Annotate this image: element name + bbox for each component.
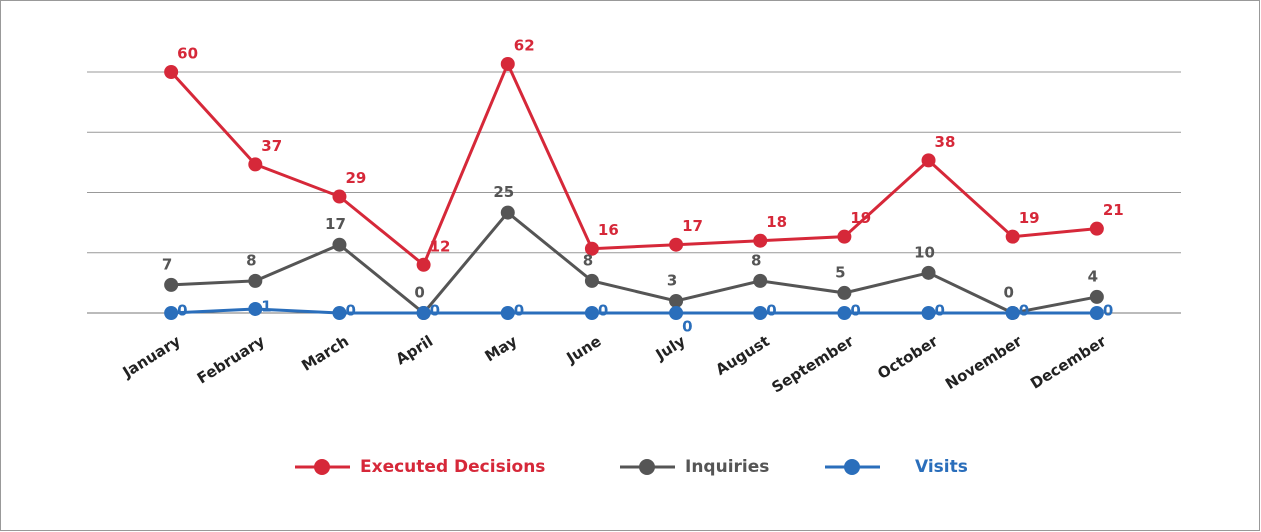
x-tick-label: November bbox=[942, 332, 1026, 394]
legend-marker bbox=[314, 459, 330, 475]
point bbox=[416, 257, 431, 272]
x-tick-label: May bbox=[482, 332, 521, 366]
data-label: 60 bbox=[177, 45, 198, 63]
series-line bbox=[170, 60, 1097, 268]
data-label: 8 bbox=[751, 251, 761, 269]
data-label: 0 bbox=[935, 302, 945, 320]
data-label: 0 bbox=[514, 302, 524, 320]
data-label: 29 bbox=[345, 169, 366, 187]
point bbox=[1005, 229, 1020, 244]
x-tick-label: January bbox=[119, 332, 184, 382]
data-label: 7 bbox=[162, 255, 172, 273]
data-label: 12 bbox=[430, 237, 451, 255]
series-line bbox=[171, 210, 1098, 316]
data-label: 25 bbox=[493, 183, 514, 201]
point bbox=[416, 306, 431, 320]
legend-label: Executed Decisions bbox=[360, 457, 545, 477]
point bbox=[753, 306, 768, 320]
x-tick-label: September bbox=[768, 332, 857, 397]
point bbox=[753, 233, 768, 248]
point bbox=[584, 273, 599, 288]
data-label: 0 bbox=[598, 302, 608, 320]
data-label: 4 bbox=[1088, 267, 1098, 285]
point bbox=[837, 229, 852, 244]
data-label: 17 bbox=[682, 217, 703, 235]
legend-marker bbox=[844, 459, 860, 475]
point bbox=[1089, 306, 1104, 320]
point bbox=[332, 306, 347, 320]
legend-marker bbox=[639, 459, 655, 475]
data-label: 0 bbox=[1003, 284, 1013, 302]
x-tick-label: July bbox=[652, 332, 689, 364]
legend-label: Inquiries bbox=[685, 457, 769, 477]
data-label: 18 bbox=[766, 213, 787, 231]
data-label: 0 bbox=[766, 302, 776, 320]
x-tick-label: March bbox=[298, 332, 352, 375]
point bbox=[332, 237, 347, 252]
legend-label: Visits bbox=[915, 457, 968, 477]
x-tick-label: June bbox=[563, 332, 605, 367]
point bbox=[921, 265, 936, 280]
x-tick-label: February bbox=[194, 332, 268, 388]
point bbox=[837, 306, 852, 320]
data-label: 8 bbox=[246, 251, 256, 269]
point bbox=[164, 306, 179, 320]
data-label: 17 bbox=[325, 215, 346, 233]
x-tick-label: April bbox=[393, 332, 436, 368]
point bbox=[248, 157, 263, 172]
point bbox=[164, 277, 179, 292]
point bbox=[921, 306, 936, 320]
data-label: 62 bbox=[514, 36, 535, 54]
data-label: 0 bbox=[430, 302, 440, 320]
point bbox=[500, 306, 515, 320]
data-label: 19 bbox=[850, 209, 871, 227]
point bbox=[669, 237, 684, 252]
point bbox=[500, 56, 515, 71]
point bbox=[500, 205, 515, 220]
point bbox=[248, 301, 263, 316]
data-label: 38 bbox=[935, 133, 956, 151]
data-label: 0 bbox=[682, 318, 692, 336]
data-label: 0 bbox=[414, 284, 424, 302]
point bbox=[584, 306, 599, 320]
point bbox=[332, 189, 347, 204]
data-label: 0 bbox=[850, 302, 860, 320]
data-label: 1 bbox=[261, 297, 271, 315]
point bbox=[164, 65, 179, 79]
series-line bbox=[171, 307, 1097, 315]
data-label: 19 bbox=[1019, 209, 1040, 227]
x-tick-label: August bbox=[712, 332, 772, 379]
data-label: 16 bbox=[598, 221, 619, 239]
data-label: 3 bbox=[667, 271, 677, 289]
point bbox=[921, 153, 936, 168]
point bbox=[248, 273, 263, 288]
x-tick-label: December bbox=[1027, 332, 1110, 393]
data-label: 0 bbox=[1103, 302, 1113, 320]
point bbox=[753, 273, 768, 288]
point bbox=[837, 285, 852, 300]
data-label: 21 bbox=[1103, 201, 1124, 219]
data-label: 10 bbox=[914, 243, 935, 261]
point bbox=[1005, 306, 1020, 320]
point bbox=[584, 241, 599, 256]
data-label: 5 bbox=[835, 263, 845, 281]
point bbox=[1089, 221, 1104, 236]
data-label: 37 bbox=[261, 137, 282, 155]
data-label: 0 bbox=[177, 302, 187, 320]
point bbox=[669, 293, 684, 308]
x-tick-label: October bbox=[874, 332, 941, 383]
point bbox=[669, 306, 684, 320]
data-label: 0 bbox=[345, 302, 355, 320]
data-label: 8 bbox=[583, 251, 593, 269]
point bbox=[1089, 289, 1104, 304]
data-label: 0 bbox=[1019, 302, 1029, 320]
